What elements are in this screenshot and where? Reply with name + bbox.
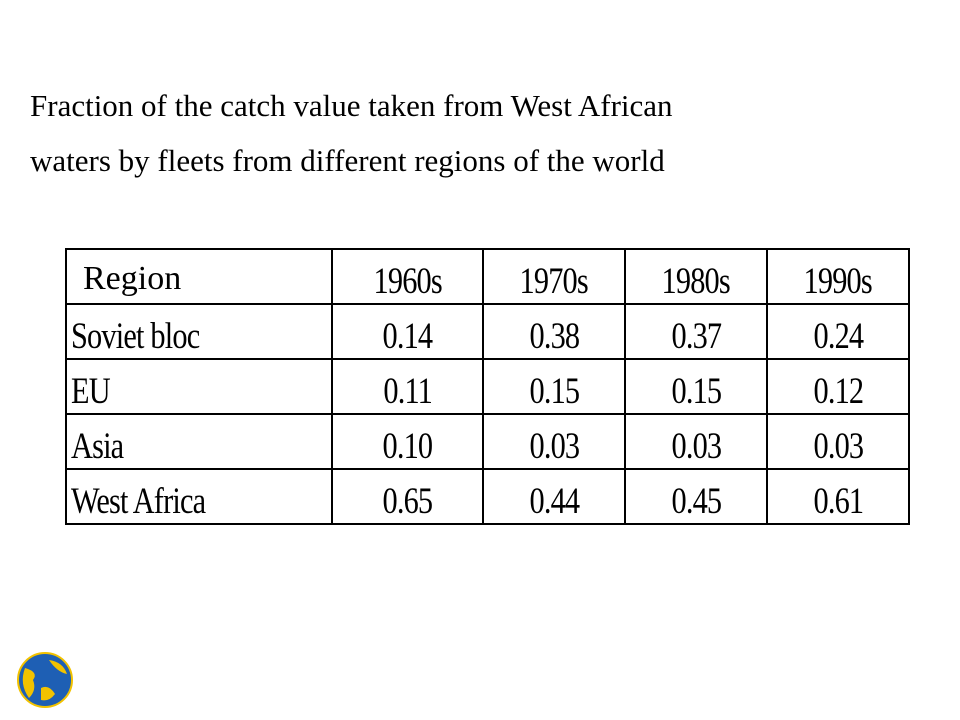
header-cell: 1980s: [624, 248, 768, 305]
title-line: Fraction of the catch value taken from W…: [30, 88, 673, 123]
table-cell: 0.15: [482, 358, 626, 415]
table-cell: 0.61: [766, 468, 910, 525]
title: Fraction of the catch value taken from W…: [30, 78, 673, 188]
cell-text: Asia: [71, 426, 124, 467]
table-cell: 0.24: [766, 303, 910, 360]
cell-text: 0.12: [813, 371, 864, 412]
cell-text: Soviet bloc: [71, 316, 200, 357]
header-cell: Region: [65, 248, 333, 305]
logo: [17, 652, 73, 708]
cell-text: 0.44: [529, 481, 580, 522]
cell-text: 0.24: [813, 316, 864, 357]
cell-text: 0.10: [382, 426, 434, 467]
header-cell: 1960s: [331, 248, 484, 305]
table-cell: 0.14: [331, 303, 484, 360]
cell-text: 0.65: [382, 481, 434, 522]
cell-text: 0.11: [383, 371, 433, 412]
header-cell: 1990s: [766, 248, 910, 305]
cell-text: 0.45: [671, 481, 722, 522]
table-cell: 0.37: [624, 303, 768, 360]
cell-text: Region: [83, 260, 182, 297]
cell-text: 0.38: [529, 316, 580, 357]
cell-text: 0.15: [671, 371, 722, 412]
cell-text: EU: [71, 371, 111, 412]
table-cell: 0.03: [482, 413, 626, 470]
table-cell: 0.10: [331, 413, 484, 470]
header-row: Region 1960s 1970s 1980s 1990s: [65, 248, 910, 305]
table-cell: Soviet bloc: [65, 303, 333, 360]
cell-text: 1980s: [661, 261, 731, 302]
table-row: EU 0.11 0.15 0.15 0.12: [65, 358, 910, 415]
table-cell: West Africa: [65, 468, 333, 525]
table-cell: 0.11: [331, 358, 484, 415]
cell-text: 0.03: [671, 426, 722, 467]
table-cell: 0.15: [624, 358, 768, 415]
table-cell: 0.45: [624, 468, 768, 525]
header-cell: 1970s: [482, 248, 626, 305]
cell-text: 0.61: [813, 481, 864, 522]
title-line: waters by fleets from different regions …: [30, 143, 665, 178]
data-table: Region 1960s 1970s 1980s 1990s Soviet bloc 0.1…: [65, 248, 910, 525]
table-cell: 0.03: [766, 413, 910, 470]
cell-text: 1990s: [803, 261, 873, 302]
cell-text: 1970s: [519, 261, 589, 302]
table-row: Soviet bloc 0.14 0.38 0.37 0.24: [65, 303, 910, 360]
cell-text: 1960s: [373, 261, 442, 302]
cell-text: West Africa: [71, 481, 206, 522]
table-cell: Asia: [65, 413, 333, 470]
table-cell: 0.44: [482, 468, 626, 525]
table-cell: 0.12: [766, 358, 910, 415]
table-row: West Africa 0.65 0.44 0.45 0.61: [65, 468, 910, 525]
cell-text: 0.03: [813, 426, 864, 467]
table-cell: 0.38: [482, 303, 626, 360]
cell-text: 0.37: [671, 316, 722, 357]
table-cell: EU: [65, 358, 333, 415]
cell-text: 0.03: [529, 426, 580, 467]
cell-text: 0.15: [529, 371, 580, 412]
table-cell: 0.03: [624, 413, 768, 470]
table-cell: 0.65: [331, 468, 484, 525]
cell-text: 0.14: [382, 316, 434, 357]
table-row: Asia 0.10 0.03 0.03 0.03: [65, 413, 910, 470]
